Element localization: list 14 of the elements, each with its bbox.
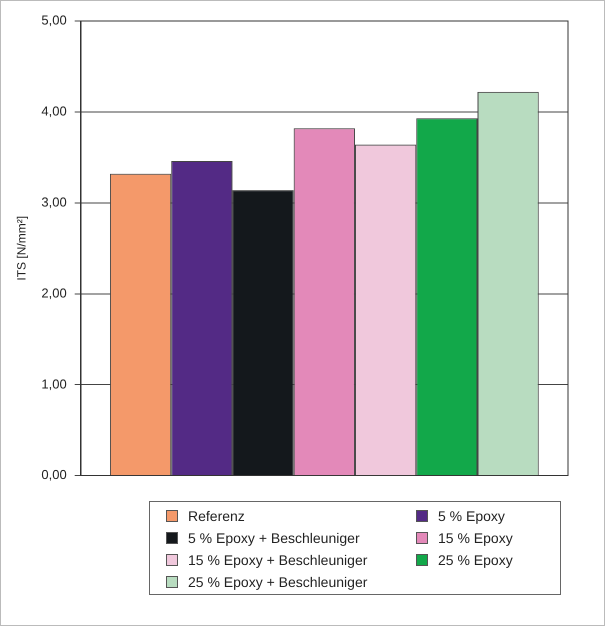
legend-label: 25 % Epoxy xyxy=(438,552,513,568)
legend-label: 15 % Epoxy xyxy=(438,530,513,546)
y-tick-label: 2,00 xyxy=(41,285,67,300)
y-tick-label: 1,00 xyxy=(41,376,67,392)
legend-label: 5 % Epoxy + Beschleuniger xyxy=(188,530,360,546)
legend-label: 15 % Epoxy + Beschleuniger xyxy=(188,552,368,568)
legend-label: 5 % Epoxy xyxy=(438,508,505,524)
y-tick-label: 3,00 xyxy=(41,194,67,210)
legend-label: 25 % Epoxy + Beschleuniger xyxy=(188,574,368,590)
y-tick-label: 0,00 xyxy=(41,467,67,482)
y-axis-title: ITS [N/mm²] xyxy=(14,216,29,281)
legend-label: Referenz xyxy=(188,508,245,524)
y-tick-label: 4,00 xyxy=(41,104,67,118)
y-tick-label: 5,00 xyxy=(41,12,67,28)
